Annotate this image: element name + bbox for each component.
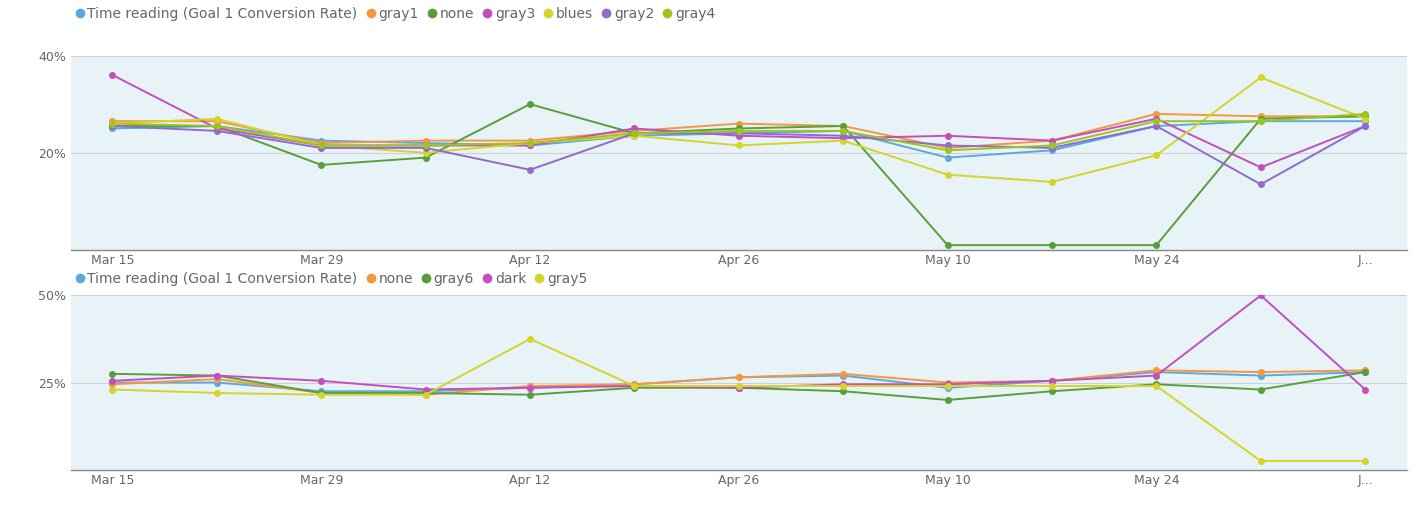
Legend: Time reading (Goal 1 Conversion Rate), gray1, none, gray3, blues, gray2, gray4: Time reading (Goal 1 Conversion Rate), g… bbox=[78, 7, 715, 21]
Legend: Time reading (Goal 1 Conversion Rate), none, gray6, dark, gray5: Time reading (Goal 1 Conversion Rate), n… bbox=[78, 272, 587, 286]
